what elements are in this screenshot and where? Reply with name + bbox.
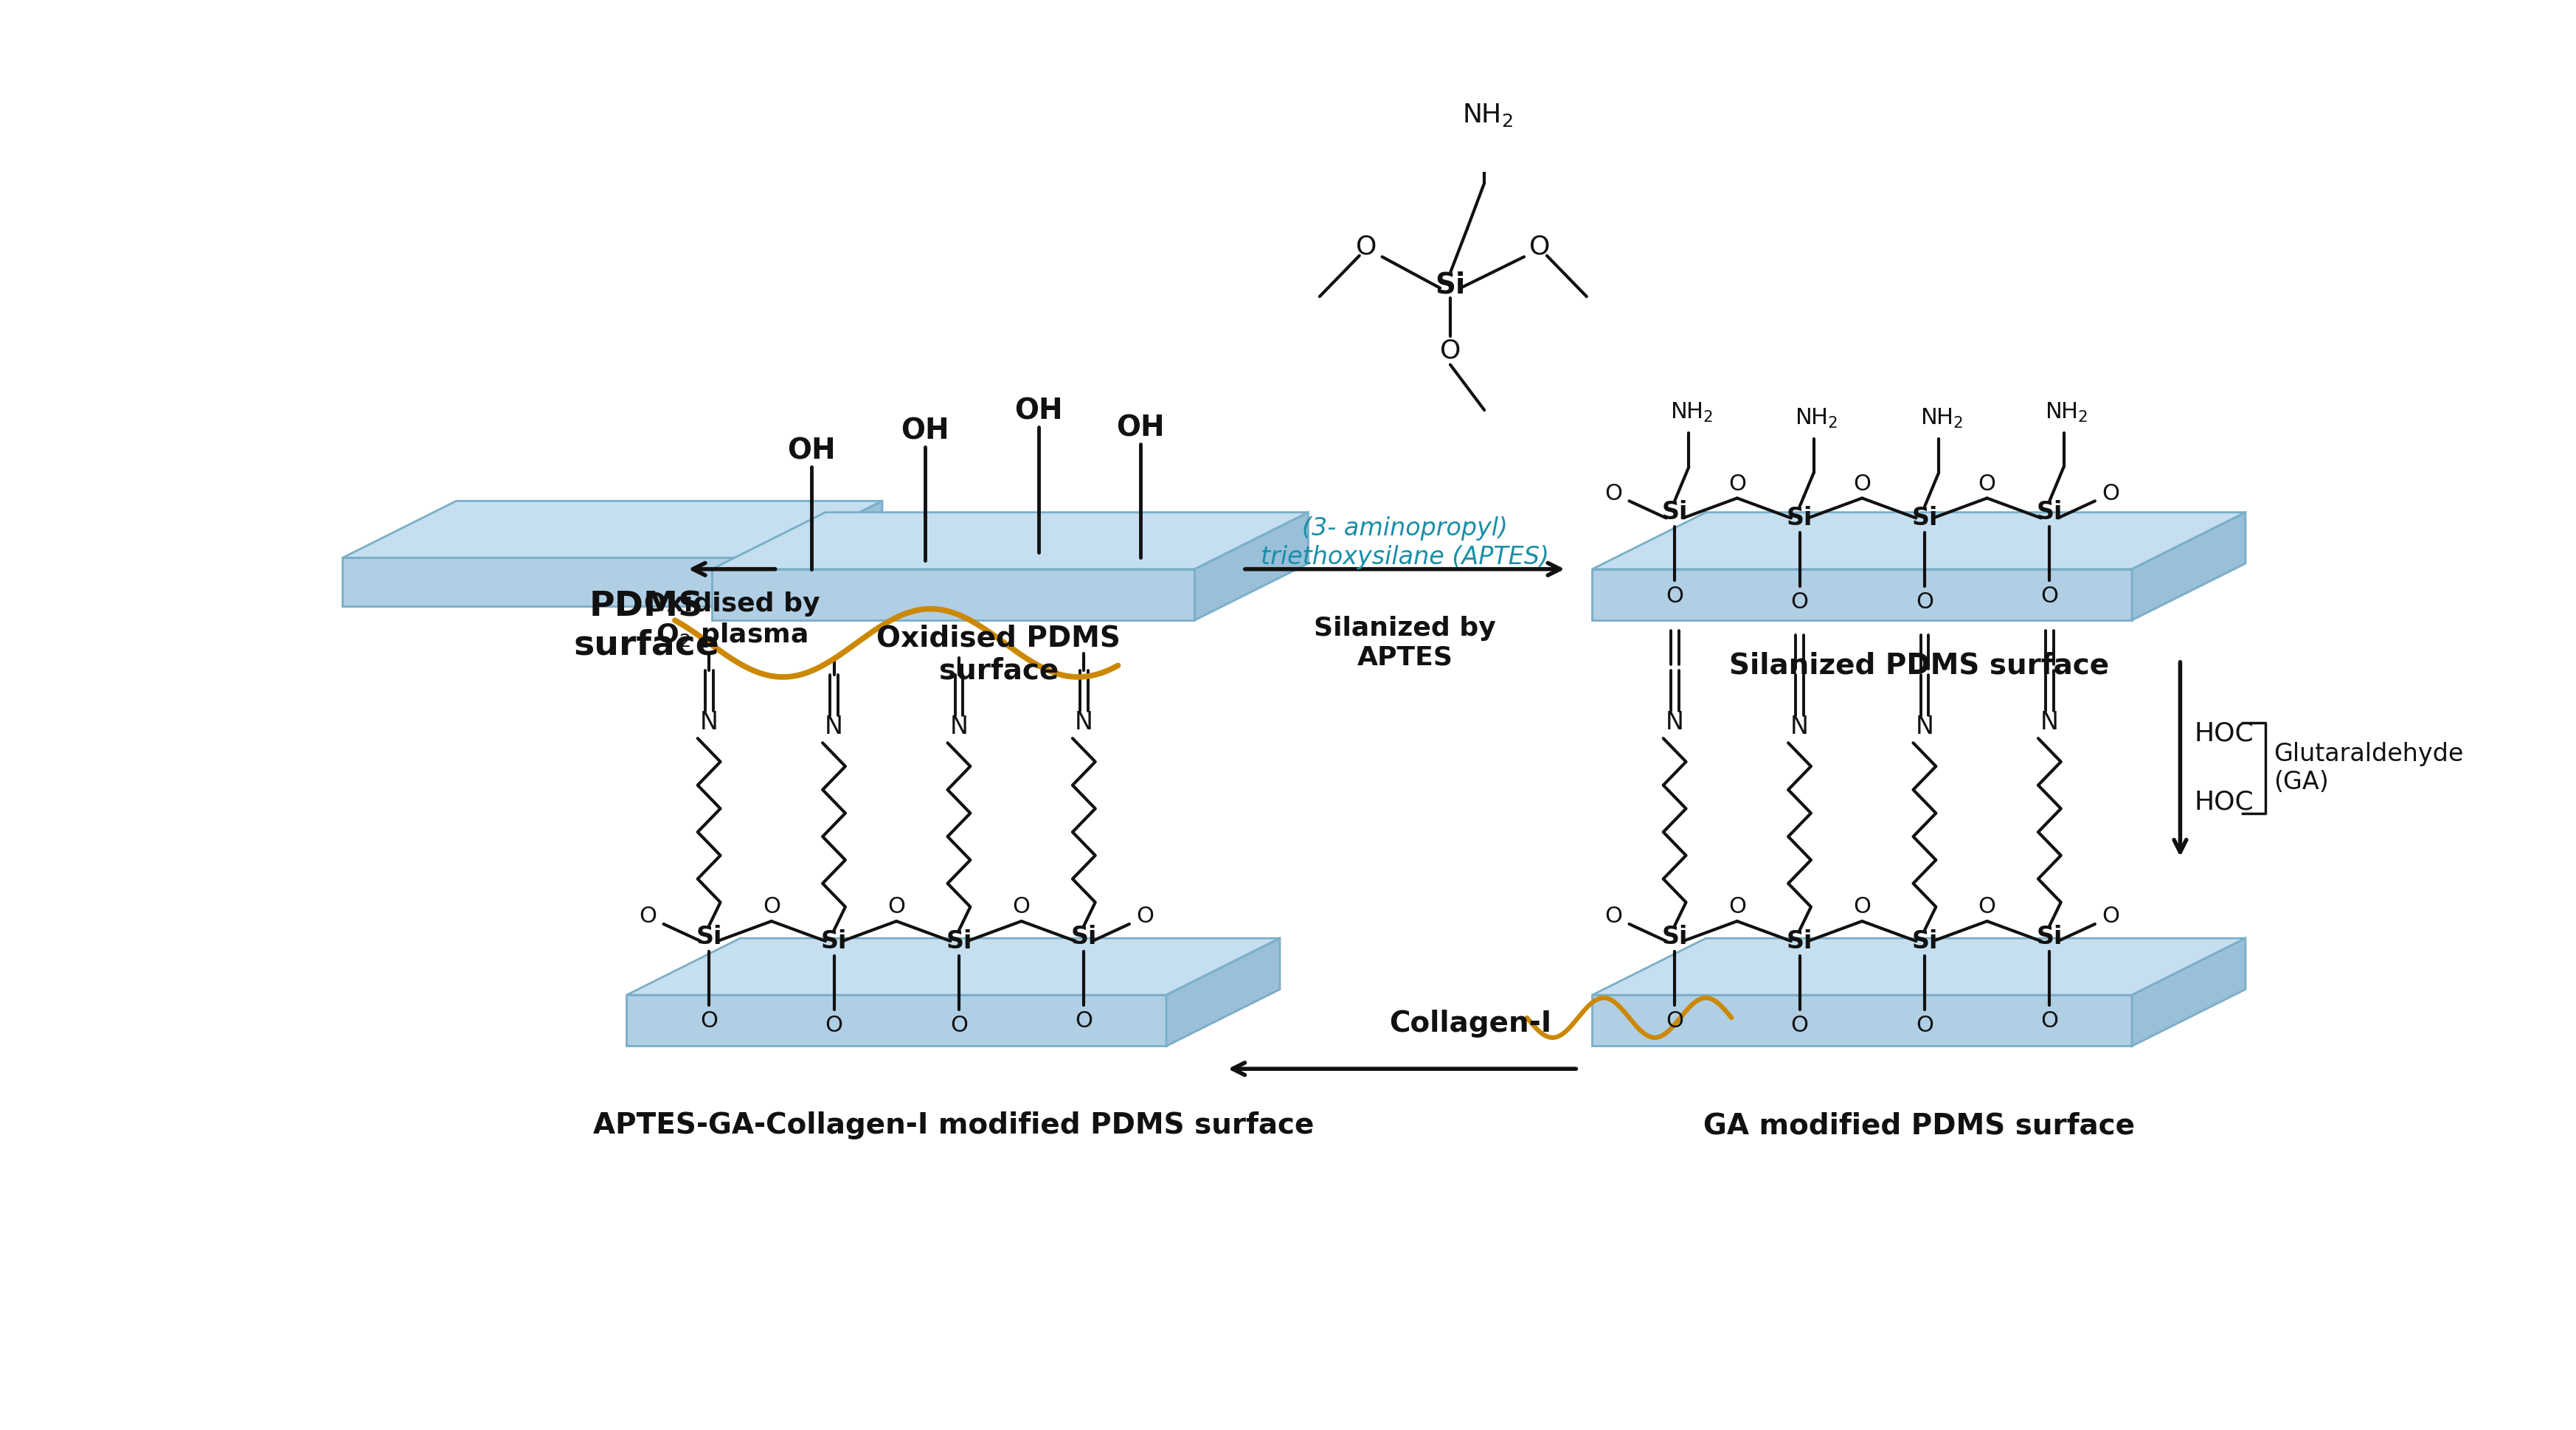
Polygon shape (1592, 512, 2246, 569)
Text: Si: Si (1662, 925, 1687, 950)
Text: N: N (1074, 711, 1092, 735)
Text: Collagen-I: Collagen-I (1388, 1010, 1551, 1037)
Text: O: O (1978, 897, 1996, 918)
Polygon shape (711, 512, 1309, 569)
Text: APTES-GA-Collagen-I modified PDMS surface: APTES-GA-Collagen-I modified PDMS surfac… (592, 1111, 1314, 1140)
Text: NH$_2$: NH$_2$ (1669, 402, 1713, 425)
Text: O: O (1917, 592, 1935, 612)
Text: Glutaraldehyde
(GA): Glutaraldehyde (GA) (2275, 742, 2463, 794)
Text: GA modified PDMS surface: GA modified PDMS surface (1703, 1111, 2136, 1140)
Text: NH$_2$: NH$_2$ (2045, 402, 2089, 425)
Polygon shape (768, 500, 881, 606)
Text: O: O (889, 897, 904, 918)
Text: (3- aminopropyl)
triethoxysilane (APTES): (3- aminopropyl) triethoxysilane (APTES) (1260, 516, 1548, 569)
Polygon shape (711, 569, 1195, 621)
Polygon shape (343, 500, 881, 558)
Text: O: O (1605, 907, 1623, 927)
Text: HOC: HOC (2195, 721, 2254, 746)
Text: Si: Si (696, 925, 721, 950)
Text: O: O (1917, 1015, 1935, 1037)
Text: O: O (2040, 1011, 2058, 1032)
Text: NH$_2$: NH$_2$ (1795, 408, 1839, 430)
Polygon shape (626, 938, 1280, 995)
Text: O: O (1728, 897, 1747, 918)
Polygon shape (2133, 938, 2246, 1047)
Polygon shape (1592, 938, 2246, 995)
Text: Si: Si (1911, 930, 1937, 954)
Text: O: O (2040, 586, 2058, 608)
Text: O: O (1852, 897, 1870, 918)
Text: O: O (1012, 897, 1030, 918)
Polygon shape (1592, 995, 2133, 1047)
Polygon shape (1167, 938, 1280, 1047)
Text: Si: Si (2038, 925, 2063, 950)
Text: Si: Si (822, 930, 848, 954)
Text: O: O (2102, 483, 2120, 505)
Text: Si: Si (1435, 272, 1466, 299)
Text: HOC: HOC (2195, 789, 2254, 815)
Text: OH: OH (1015, 398, 1064, 425)
Text: Si: Si (1911, 506, 1937, 531)
Text: O: O (762, 897, 781, 918)
Text: O: O (1852, 473, 1870, 495)
Text: Si: Si (945, 930, 971, 954)
Text: O: O (1530, 235, 1551, 259)
Text: O: O (1605, 483, 1623, 505)
Text: NH$_2$: NH$_2$ (1461, 102, 1512, 129)
Polygon shape (626, 995, 1167, 1047)
Text: N: N (951, 715, 969, 739)
Text: Si: Si (1072, 925, 1097, 950)
Text: O: O (2102, 907, 2120, 927)
Text: Oxidised PDMS
surface: Oxidised PDMS surface (876, 623, 1121, 685)
Text: O: O (1440, 337, 1461, 363)
Text: O: O (1136, 907, 1154, 927)
Text: O: O (639, 907, 657, 927)
Polygon shape (2133, 512, 2246, 621)
Text: O: O (1790, 592, 1808, 612)
Text: O: O (701, 1011, 719, 1032)
Text: N: N (1667, 711, 1685, 735)
Text: Oxidised by
O$_2$ plasma: Oxidised by O$_2$ plasma (644, 592, 819, 649)
Polygon shape (1592, 569, 2133, 621)
Text: O: O (1728, 473, 1747, 495)
Text: O: O (1667, 586, 1685, 608)
Text: OH: OH (902, 418, 948, 445)
Text: Silanized PDMS surface: Silanized PDMS surface (1728, 652, 2110, 679)
Text: Si: Si (2038, 500, 2063, 525)
Text: N: N (2040, 711, 2058, 735)
Text: O: O (1978, 473, 1996, 495)
Text: O: O (1790, 1015, 1808, 1037)
Text: Si: Si (1788, 930, 1814, 954)
Text: O: O (824, 1015, 842, 1037)
Text: NH$_2$: NH$_2$ (1919, 408, 1963, 430)
Text: Si: Si (1788, 506, 1814, 531)
Text: PDMS
surface: PDMS surface (574, 591, 719, 662)
Text: N: N (824, 715, 842, 739)
Text: O: O (951, 1015, 969, 1037)
Polygon shape (1195, 512, 1309, 621)
Text: N: N (1790, 715, 1808, 739)
Text: Silanized by
APTES: Silanized by APTES (1314, 616, 1497, 671)
Text: OH: OH (1115, 415, 1164, 442)
Text: Si: Si (1662, 500, 1687, 525)
Text: N: N (1917, 715, 1935, 739)
Text: O: O (1355, 235, 1376, 259)
Text: N: N (701, 711, 719, 735)
Polygon shape (343, 558, 768, 606)
Text: O: O (1667, 1011, 1685, 1032)
Text: O: O (1074, 1011, 1092, 1032)
Text: OH: OH (788, 438, 835, 465)
